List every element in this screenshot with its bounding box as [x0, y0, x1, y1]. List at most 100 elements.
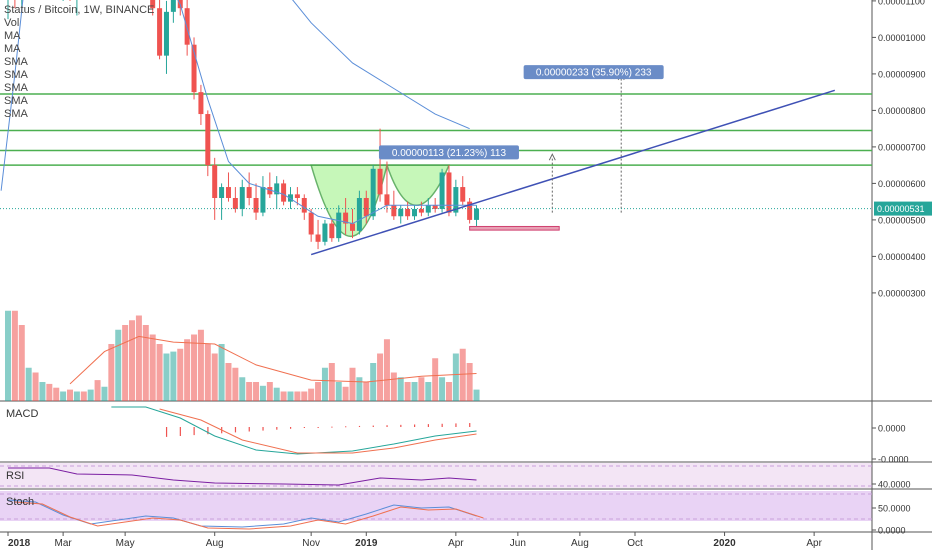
price-tick-label: 0.00000700: [878, 142, 926, 152]
macd-histogram-bar: [276, 427, 278, 430]
measure-label-text: 0.00000233 (35.90%) 233: [536, 68, 652, 79]
macd-histogram-bar: [469, 423, 471, 427]
macd-histogram-bar: [193, 427, 195, 436]
price-tick-label: 0.00000600: [878, 179, 926, 189]
legend-item: SMA: [4, 69, 28, 81]
legend-item: Vol: [4, 17, 20, 29]
candle-body: [246, 187, 252, 198]
volume-bar: [425, 382, 432, 401]
volume-ma-line: [69, 335, 477, 385]
stoch-d-line: [14, 501, 484, 530]
candle: [267, 172, 273, 198]
candle-body: [205, 114, 211, 166]
candle: [446, 165, 452, 217]
volume-bar: [397, 377, 404, 401]
candle-body: [391, 205, 397, 217]
sma-slow-line: [292, 0, 470, 130]
legend-item: MA: [4, 43, 21, 55]
candle-body: [212, 165, 218, 198]
rsi-line: [8, 467, 477, 486]
candle: [212, 157, 218, 220]
volume-series: [5, 310, 480, 401]
candle-body: [412, 208, 418, 217]
candle-body: [267, 187, 273, 195]
candle: [253, 183, 259, 220]
macd-line: [111, 406, 477, 455]
volume-bar: [18, 325, 25, 401]
time-tick-label: Jun: [510, 538, 526, 549]
volume-bar: [294, 391, 301, 401]
volume-bar: [67, 389, 74, 401]
candle-body: [398, 208, 404, 217]
legend-items: Vol MA MA SMA SMA SMA SMA SMA: [4, 17, 154, 121]
volume-bar: [225, 363, 232, 401]
volume-bar: [156, 344, 163, 401]
volume-bar: [287, 391, 294, 401]
volume-bar: [308, 388, 315, 401]
candle: [308, 208, 314, 242]
volume-bar: [149, 334, 156, 401]
candle: [377, 128, 383, 202]
candle-body: [281, 183, 287, 202]
macd-histogram-bar: [248, 427, 250, 432]
volume-bar: [163, 353, 170, 401]
volume-bar: [94, 380, 101, 401]
volume-bar: [466, 363, 473, 401]
candle-body: [453, 187, 459, 213]
volume-bar: [432, 358, 439, 401]
legend-item: SMA: [4, 95, 28, 107]
ascending-trendline: [310, 89, 836, 256]
macd-histogram-bar: [207, 427, 209, 435]
candle: [329, 219, 335, 242]
volume-bar: [390, 372, 397, 401]
macd-histogram-bar: [386, 425, 388, 427]
time-tick-label: 2019: [355, 538, 378, 549]
volume-bar: [191, 334, 198, 401]
candle: [150, 0, 156, 16]
candle-body: [336, 212, 342, 239]
candle-body: [219, 187, 225, 198]
rsi-label: RSI: [6, 470, 25, 482]
volume-bar: [122, 325, 129, 401]
volume-bar: [445, 382, 452, 401]
candle: [474, 205, 480, 228]
time-tick-label: 2018: [8, 538, 31, 549]
candle: [177, 0, 183, 16]
macd-histogram-bar: [427, 424, 429, 427]
macd-histogram-bar: [303, 427, 305, 428]
volume-bar: [25, 367, 32, 401]
legend-item: SMA: [4, 82, 28, 94]
candle: [205, 110, 211, 177]
volume-bar: [452, 353, 459, 401]
candle-body: [287, 194, 293, 202]
volume-bar: [383, 339, 390, 401]
price-tick-label: 0.00001000: [878, 33, 926, 43]
macd-histogram-bar: [165, 427, 168, 437]
volume-bar: [404, 382, 411, 401]
volume-bar: [280, 391, 287, 401]
volume-bar: [273, 387, 280, 401]
sma-fast-line: [0, 0, 477, 225]
candle: [460, 176, 466, 206]
candle-body: [301, 198, 307, 213]
stoch-pane-bg: [0, 491, 872, 521]
volume-bar: [108, 344, 115, 401]
volume-bar: [259, 385, 266, 401]
candle: [281, 179, 287, 206]
candle: [315, 219, 321, 250]
volume-bar: [11, 310, 18, 401]
candle-body: [425, 205, 431, 213]
volume-bar: [129, 320, 136, 401]
candle-body: [184, 8, 190, 45]
candle-body: [384, 194, 390, 206]
macd-histogram-bar: [345, 426, 347, 428]
time-tick-label: Nov: [302, 538, 320, 549]
candle: [343, 198, 349, 235]
volume-bar: [377, 353, 384, 401]
macd-histogram-bar: [414, 424, 416, 427]
candle-body: [467, 201, 473, 220]
volume-bar: [39, 382, 46, 401]
volume-bar: [356, 377, 363, 401]
